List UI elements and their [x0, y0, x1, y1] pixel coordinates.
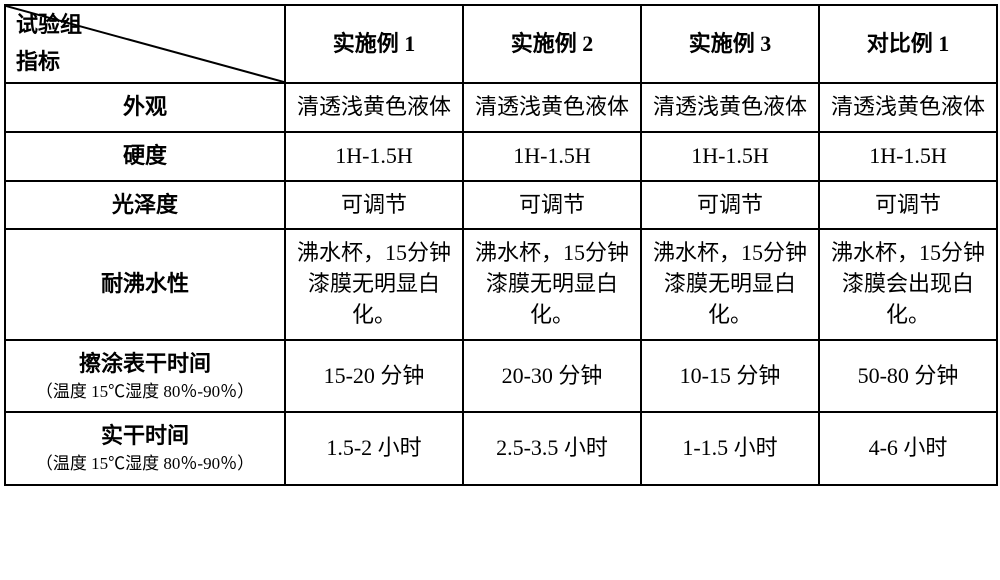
row-header: 擦涂表干时间 （温度 15℃湿度 80％-90％） — [5, 340, 285, 413]
cell: 15-20 分钟 — [285, 340, 463, 413]
cell: 可调节 — [819, 181, 997, 230]
corner-top-label: 试验组 — [16, 10, 82, 41]
cell: 20-30 分钟 — [463, 340, 641, 413]
cell: 2.5-3.5 小时 — [463, 412, 641, 485]
row-label: 擦涂表干时间 — [10, 349, 280, 380]
col-header: 实施例 2 — [463, 5, 641, 83]
cell: 清透浅黄色液体 — [641, 83, 819, 132]
row-header: 耐沸水性 — [5, 229, 285, 339]
cell: 1.5-2 小时 — [285, 412, 463, 485]
cell: 4-6 小时 — [819, 412, 997, 485]
table-row: 外观 清透浅黄色液体 清透浅黄色液体 清透浅黄色液体 清透浅黄色液体 — [5, 83, 997, 132]
row-label: 光泽度 — [10, 190, 280, 221]
cell: 可调节 — [463, 181, 641, 230]
cell: 1H-1.5H — [819, 132, 997, 181]
table-row: 实干时间 （温度 15℃湿度 80％-90％） 1.5-2 小时 2.5-3.5… — [5, 412, 997, 485]
col-header: 对比例 1 — [819, 5, 997, 83]
col-header: 实施例 1 — [285, 5, 463, 83]
cell: 1-1.5 小时 — [641, 412, 819, 485]
corner-bottom-label: 指标 — [16, 47, 60, 78]
table-row: 擦涂表干时间 （温度 15℃湿度 80％-90％） 15-20 分钟 20-30… — [5, 340, 997, 413]
comparison-table: 试验组 指标 实施例 1 实施例 2 实施例 3 对比例 1 外观 清透浅黄色液… — [4, 4, 998, 486]
row-label: 耐沸水性 — [10, 269, 280, 300]
table-row: 耐沸水性 沸水杯，15分钟漆膜无明显白化。 沸水杯，15分钟漆膜无明显白化。 沸… — [5, 229, 997, 339]
cell: 沸水杯，15分钟漆膜无明显白化。 — [641, 229, 819, 339]
cell: 1H-1.5H — [285, 132, 463, 181]
row-note: （温度 15℃湿度 80％-90％） — [10, 452, 280, 476]
cell: 沸水杯，15分钟漆膜会出现白化。 — [819, 229, 997, 339]
row-label: 外观 — [10, 92, 280, 123]
row-note: （温度 15℃湿度 80％-90％） — [10, 380, 280, 404]
cell: 清透浅黄色液体 — [463, 83, 641, 132]
cell: 沸水杯，15分钟漆膜无明显白化。 — [285, 229, 463, 339]
row-header: 外观 — [5, 83, 285, 132]
cell: 清透浅黄色液体 — [285, 83, 463, 132]
table-header-row: 试验组 指标 实施例 1 实施例 2 实施例 3 对比例 1 — [5, 5, 997, 83]
cell: 清透浅黄色液体 — [819, 83, 997, 132]
col-header: 实施例 3 — [641, 5, 819, 83]
cell: 50-80 分钟 — [819, 340, 997, 413]
cell: 可调节 — [285, 181, 463, 230]
cell: 1H-1.5H — [463, 132, 641, 181]
corner-cell: 试验组 指标 — [5, 5, 285, 83]
cell: 10-15 分钟 — [641, 340, 819, 413]
cell: 沸水杯，15分钟漆膜无明显白化。 — [463, 229, 641, 339]
cell: 1H-1.5H — [641, 132, 819, 181]
row-header: 实干时间 （温度 15℃湿度 80％-90％） — [5, 412, 285, 485]
row-header: 光泽度 — [5, 181, 285, 230]
row-label: 硬度 — [10, 141, 280, 172]
row-label: 实干时间 — [10, 421, 280, 452]
cell: 可调节 — [641, 181, 819, 230]
table-row: 硬度 1H-1.5H 1H-1.5H 1H-1.5H 1H-1.5H — [5, 132, 997, 181]
row-header: 硬度 — [5, 132, 285, 181]
table-row: 光泽度 可调节 可调节 可调节 可调节 — [5, 181, 997, 230]
